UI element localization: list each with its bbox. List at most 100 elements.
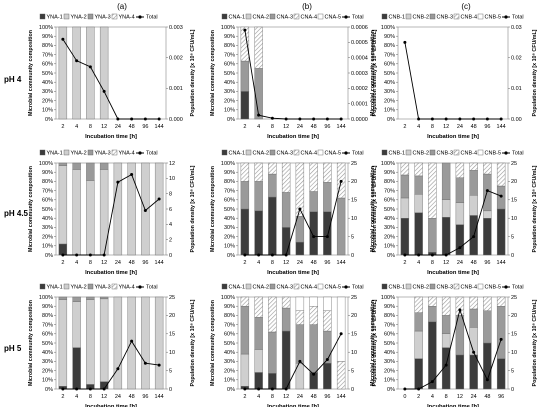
total-line [62,173,160,256]
y2-tick-label: 0 [511,253,514,259]
y-tick-label: 0% [387,253,395,259]
y2-tick-label: 5 [351,368,354,374]
y-tick-label: 30% [42,359,53,365]
legend-label: Total [146,285,158,291]
bar-segment-yna-2 [113,296,123,390]
y-axis-label: Microbial community composition [370,300,376,386]
x-tick-label: 12 [443,124,449,130]
x-tick-label: 96 [484,124,490,130]
bar-segment-cna-3 [309,324,318,373]
x-tick-label: 12 [283,394,289,400]
y2-tick-label: 6 [169,207,172,213]
x-tick-label: 4 [257,394,260,400]
row-label-ph4: pH 4 [4,75,22,84]
y-tick-label: 10% [224,108,235,114]
legend-swatch [405,13,412,20]
total-point [270,253,274,257]
y-tick-label: 30% [384,225,395,231]
y2-tick-label: 0.000 [169,117,183,123]
y-tick-label: 80% [224,43,235,49]
legend-label: YNA-3 [95,151,111,157]
total-point [325,358,329,362]
total-point [430,117,434,121]
y2-tick-label: 5 [511,234,514,240]
y-tick-label: 100% [39,161,53,167]
total-point [312,235,316,239]
legend-label: CNB-4 [461,15,478,21]
legend-label: Total [512,285,524,291]
y-tick-label: 50% [384,207,395,213]
y2-tick-label: 4 [169,222,172,228]
total-point [312,372,316,376]
x-axis-label: Incubation time [h] [85,134,137,140]
legend-swatch [317,13,324,20]
legend-label: CNA-1 [229,285,246,291]
legend-swatch [39,283,46,290]
bar-segment-cna-4 [240,296,250,307]
chart-panel-a-pH4.5: YNA-1 YNA-2 YNA-3 YNA-4 Total 0% 10% 20% 30% 40% 5… [28,149,196,276]
y-tick-label: 40% [42,216,53,222]
total-point [298,359,302,363]
y2-tick-label: 25 [511,161,517,167]
y2-tick-label: 15 [351,332,357,338]
y2-tick-label: 20 [511,179,517,185]
bar-segment-cna-3 [268,173,277,198]
bar-segment-cnb-1 [455,224,465,256]
y-tick-label: 100% [39,295,53,301]
legend-label: YNA-2 [71,285,87,291]
legend-label: YNA-3 [95,285,111,291]
total-point [157,197,161,201]
bar-segment-cna-1 [268,373,277,390]
y-tick-label: 70% [224,188,235,194]
x-tick-label: 48 [129,394,135,400]
y2-tick-label: 20 [511,313,517,319]
x-tick-label: 144 [337,124,346,130]
y-tick-label: 0% [45,117,53,123]
bar-segment-cna-5 [336,296,346,362]
y-tick-label: 10% [384,108,395,114]
total-point [430,380,434,384]
legend-label: YNA-4 [119,151,135,157]
total-point [116,367,120,371]
y-tick-label: 0% [227,387,235,393]
x-tick-label: 24 [115,260,121,266]
y-tick-label: 90% [224,34,235,40]
bar-segment-cnb-4 [428,296,437,307]
x-tick-label: 144 [337,394,346,400]
bar-segment-yna-2 [127,296,136,390]
x-tick-label: 8 [271,124,274,130]
x-tick-label: 96 [324,394,330,400]
legend-swatch [317,283,324,290]
legend-label: CNA-4 [301,15,318,21]
y2-tick-label: 5 [351,234,354,240]
bar-segment-yna-3 [72,162,81,170]
legend-label: CNB-1 [389,15,406,21]
y2-axis-label: Population density [x 10⁶ CFU/mL] [532,165,538,252]
legend-swatch [87,149,94,156]
y-tick-label: 90% [384,170,395,176]
total-point [444,253,448,257]
legend-label: CNB-1 [389,151,406,157]
bar-segment-cnb-1 [483,217,492,256]
y-tick-label: 90% [42,34,53,40]
bar-segment-yna-2 [141,162,150,256]
y2-tick-label: 0.0004 [351,55,368,61]
total-point [339,117,343,121]
bar-segment-cnb-2 [483,210,492,219]
bar-segment-cna-1 [240,208,250,256]
y-tick-label: 80% [42,179,53,185]
bar-segment-cnb-1 [483,342,492,390]
y2-tick-label: 10 [169,176,175,182]
legend-swatch [221,283,228,290]
y-tick-label: 90% [42,304,53,310]
y2-tick-label: 0 [511,387,514,393]
total-point [243,387,247,391]
x-tick-label: 8 [89,394,92,400]
bar-segment-cnb-3 [441,315,451,334]
total-line [62,39,160,120]
bar-segment-cnb-4 [469,162,478,171]
total-point [257,387,261,391]
total-point [270,116,274,120]
total-line [404,42,502,120]
bar-segment-cna-4 [254,296,263,318]
